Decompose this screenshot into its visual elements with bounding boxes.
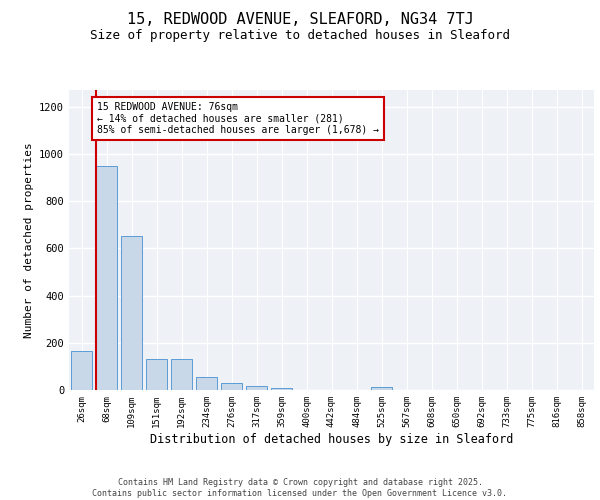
Bar	[96, 166, 117, 390]
Text: 15, REDWOOD AVENUE, SLEAFORD, NG34 7TJ: 15, REDWOOD AVENUE, SLEAFORD, NG34 7TJ	[127, 12, 473, 28]
Bar	[271, 388, 292, 390]
Bar	[71, 352, 92, 390]
Bar	[121, 236, 142, 390]
Bar	[371, 387, 392, 390]
X-axis label: Distribution of detached houses by size in Sleaford: Distribution of detached houses by size …	[150, 432, 513, 446]
Text: 15 REDWOOD AVENUE: 76sqm
← 14% of detached houses are smaller (281)
85% of semi-: 15 REDWOOD AVENUE: 76sqm ← 14% of detach…	[97, 102, 379, 135]
Bar	[196, 376, 217, 390]
Bar	[246, 386, 267, 390]
Text: Size of property relative to detached houses in Sleaford: Size of property relative to detached ho…	[90, 29, 510, 42]
Bar	[171, 360, 192, 390]
Bar	[146, 360, 167, 390]
Bar	[221, 383, 242, 390]
Text: Contains HM Land Registry data © Crown copyright and database right 2025.
Contai: Contains HM Land Registry data © Crown c…	[92, 478, 508, 498]
Y-axis label: Number of detached properties: Number of detached properties	[23, 142, 34, 338]
